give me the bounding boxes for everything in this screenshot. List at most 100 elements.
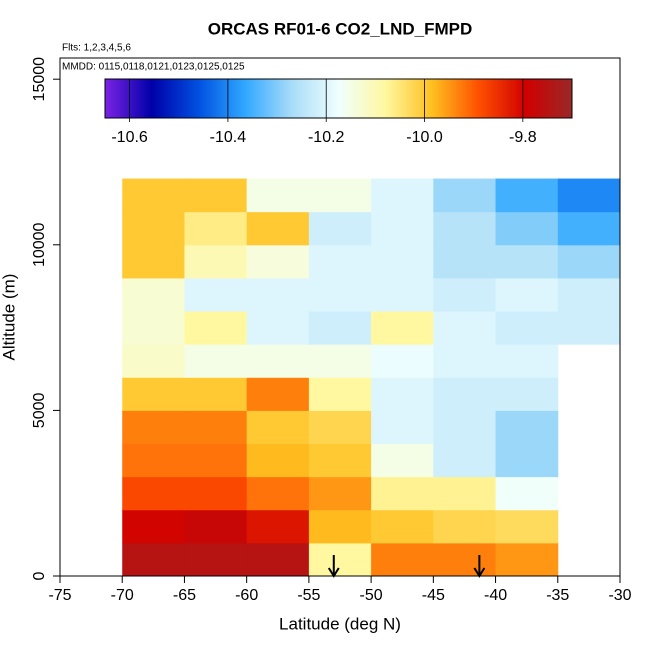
heat-cell bbox=[371, 476, 434, 511]
heat-cell bbox=[246, 377, 310, 411]
heat-cell bbox=[433, 344, 497, 378]
heat-cell bbox=[371, 211, 434, 246]
heat-cell bbox=[246, 311, 310, 345]
heat-cell bbox=[495, 244, 559, 279]
x-tick-label: -45 bbox=[422, 587, 445, 604]
heat-cell bbox=[184, 410, 248, 445]
heat-cell bbox=[371, 244, 434, 279]
heat-cell bbox=[495, 509, 559, 544]
heat-cell bbox=[433, 178, 497, 213]
heat-cell bbox=[495, 211, 559, 246]
heat-cell bbox=[122, 311, 185, 345]
heat-cell bbox=[184, 244, 248, 279]
heat-cell bbox=[122, 277, 185, 312]
heat-cell bbox=[246, 542, 310, 577]
heat-cell bbox=[495, 178, 559, 213]
x-tick-label: -70 bbox=[111, 587, 134, 604]
heat-cell bbox=[371, 178, 434, 213]
heat-cell bbox=[371, 311, 434, 345]
heat-cell bbox=[122, 410, 185, 445]
heat-cell bbox=[184, 211, 248, 246]
heat-cell bbox=[308, 377, 372, 411]
heat-cell bbox=[308, 542, 372, 577]
heat-cell bbox=[433, 211, 497, 246]
plot-frame bbox=[59, 57, 621, 577]
x-tick-label: -40 bbox=[484, 587, 507, 604]
heat-cell bbox=[122, 178, 185, 213]
heat-cell bbox=[308, 244, 372, 279]
heat-cell bbox=[122, 211, 185, 246]
colorbar-tick-label: -10.6 bbox=[111, 129, 148, 146]
heat-cell bbox=[495, 311, 559, 345]
heat-cell bbox=[495, 410, 559, 445]
heat-cell bbox=[308, 211, 372, 246]
heat-cell bbox=[371, 344, 434, 378]
heat-cell bbox=[371, 509, 434, 544]
heat-cell bbox=[495, 277, 559, 312]
heat-cell bbox=[433, 277, 497, 312]
heat-cell bbox=[557, 211, 621, 246]
heat-cell bbox=[371, 277, 434, 312]
heat-cell bbox=[433, 443, 497, 478]
heat-cell bbox=[122, 443, 185, 478]
heat-cell bbox=[308, 509, 372, 544]
y-tick-label: 10000 bbox=[31, 222, 48, 267]
x-tick-label: -65 bbox=[173, 587, 196, 604]
heat-cell bbox=[308, 410, 372, 445]
heat-cell bbox=[308, 476, 372, 511]
heat-cell bbox=[557, 311, 621, 345]
colorbar-tick-label: -10.4 bbox=[210, 129, 247, 146]
y-tick-label: 5000 bbox=[31, 393, 48, 429]
heat-cell bbox=[184, 277, 248, 312]
heat-cell bbox=[308, 311, 372, 345]
x-tick-label: -35 bbox=[546, 587, 569, 604]
annotation: MMDD: 0115,0118,0121,0123,0125,0125 bbox=[62, 62, 245, 73]
heat-cell bbox=[246, 211, 310, 246]
heat-cell bbox=[246, 410, 310, 445]
heat-cell bbox=[495, 542, 559, 577]
heat-cell bbox=[433, 377, 497, 411]
heat-cell bbox=[433, 311, 497, 345]
heat-cell bbox=[308, 443, 372, 478]
heat-cell bbox=[495, 443, 559, 478]
heat-cell bbox=[433, 542, 497, 577]
heat-cell bbox=[433, 509, 497, 544]
x-tick-label: -30 bbox=[608, 587, 631, 604]
heat-cell bbox=[371, 443, 434, 478]
heat-cell bbox=[557, 178, 621, 213]
y-tick-label: 0 bbox=[31, 571, 48, 580]
x-tick-label: -60 bbox=[235, 587, 258, 604]
y-tick-label: 15000 bbox=[31, 57, 48, 102]
heat-cell bbox=[246, 509, 310, 544]
colorbar bbox=[104, 78, 573, 119]
heat-cell bbox=[122, 377, 185, 411]
heat-cell bbox=[371, 377, 434, 411]
heat-cell bbox=[371, 410, 434, 445]
heat-cell bbox=[495, 377, 559, 411]
heat-cell bbox=[122, 542, 185, 577]
heat-cell bbox=[557, 244, 621, 279]
heat-cell bbox=[557, 277, 621, 312]
heat-cell bbox=[184, 476, 248, 511]
heat-cell bbox=[122, 244, 185, 279]
heat-cell bbox=[433, 410, 497, 445]
heat-cell bbox=[246, 178, 310, 213]
colorbar-tick-label: -10.0 bbox=[406, 129, 443, 146]
heat-cell bbox=[495, 476, 559, 511]
heat-cell bbox=[122, 476, 185, 511]
heat-cell bbox=[433, 244, 497, 279]
heat-cell bbox=[246, 244, 310, 279]
heat-cell bbox=[495, 344, 559, 378]
heat-cell bbox=[246, 344, 310, 378]
colorbar-tick-label: -10.2 bbox=[308, 129, 345, 146]
chart-title: ORCAS RF01-6 CO2_LND_FMPD bbox=[208, 19, 473, 38]
heat-cell bbox=[433, 476, 497, 511]
heat-cell bbox=[246, 476, 310, 511]
heat-cell bbox=[184, 509, 248, 544]
heat-cell bbox=[122, 509, 185, 544]
x-axis-label: Latitude (deg N) bbox=[279, 614, 401, 633]
heat-cell bbox=[246, 277, 310, 312]
heat-cell bbox=[246, 443, 310, 478]
x-tick-label: -75 bbox=[48, 587, 71, 604]
